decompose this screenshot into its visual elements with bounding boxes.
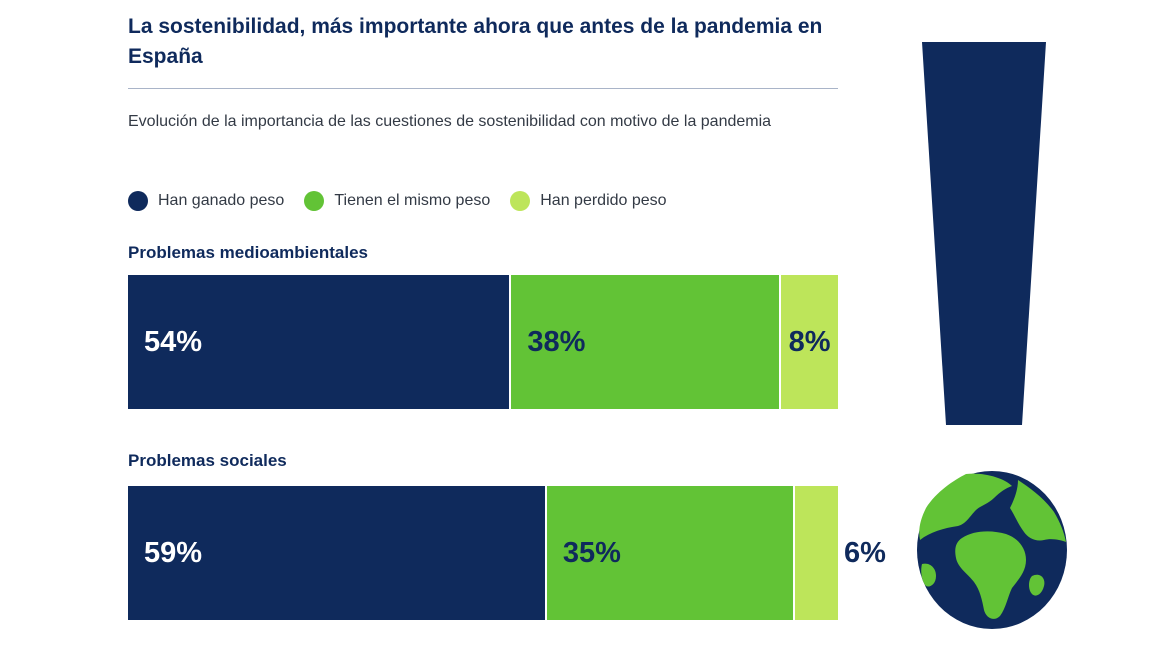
globe-icon — [917, 471, 1067, 629]
bar-segment-mismo-peso — [546, 486, 796, 620]
legend-label-han-ganado: Han ganado peso — [158, 192, 285, 209]
legend-item-mismo-peso: Tienen el mismo peso — [304, 191, 490, 211]
legend-item-han-perdido: Han perdido peso — [510, 191, 667, 211]
data-label-han-ganado: 54% — [144, 326, 203, 358]
bar-segment-han-perdido — [795, 486, 838, 620]
exclamation-icon — [922, 42, 1046, 425]
data-label-mismo-peso: 38% — [527, 326, 586, 358]
data-label-han-perdido: 8% — [788, 326, 831, 358]
legend-swatch-han-ganado — [128, 191, 148, 211]
legend-item-han-ganado: Han ganado peso — [128, 191, 284, 211]
bar-segment-han-ganado — [128, 275, 512, 409]
bar-row-medioambientales: 54% 38% 8% — [128, 275, 838, 409]
legend-swatch-han-perdido — [510, 191, 531, 211]
category-label-sociales: Problemas sociales — [128, 451, 287, 470]
legend-label-han-perdido: Han perdido peso — [540, 192, 667, 209]
bar-row-sociales: 59% 35% 6% — [128, 486, 886, 620]
title-divider — [128, 88, 838, 89]
bar-segment-han-perdido — [781, 275, 838, 409]
data-label-han-ganado: 59% — [144, 537, 203, 569]
legend-label-mismo-peso: Tienen el mismo peso — [334, 192, 491, 209]
bar-segment-mismo-peso — [511, 275, 782, 409]
chart-subtitle: Evolución de la importancia de las cuest… — [128, 113, 772, 130]
data-label-mismo-peso: 35% — [562, 537, 621, 569]
legend-swatch-mismo-peso — [304, 191, 325, 211]
legend: Han ganado peso Tienen el mismo peso Han… — [128, 190, 667, 212]
category-label-medioambientales: Problemas medioambientales — [128, 243, 368, 262]
data-label-han-perdido: 6% — [844, 537, 886, 569]
bar-segment-han-ganado — [128, 486, 547, 620]
chart-title: La sostenibilidad, más importante ahora … — [128, 15, 823, 68]
